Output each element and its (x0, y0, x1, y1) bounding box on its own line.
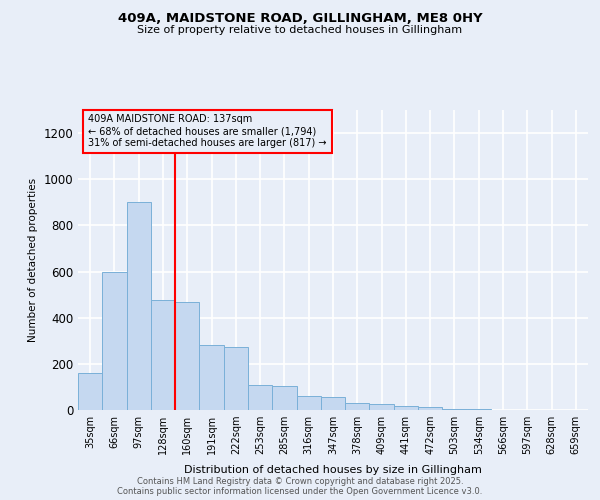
Bar (272, 386, 296, 410)
Bar (321, 398, 345, 410)
Bar (418, 407, 442, 410)
Bar (394, 406, 418, 410)
Bar (78, 373, 102, 410)
Bar (175, 302, 199, 410)
X-axis label: Distribution of detached houses by size in Gillingham: Distribution of detached houses by size … (184, 466, 482, 475)
Bar (296, 396, 321, 410)
Text: Size of property relative to detached houses in Gillingham: Size of property relative to detached ho… (137, 25, 463, 35)
Bar (248, 384, 272, 410)
Bar (370, 404, 394, 410)
Text: Contains HM Land Registry data © Crown copyright and database right 2025.
Contai: Contains HM Land Registry data © Crown c… (118, 476, 482, 496)
Bar (199, 346, 224, 410)
Text: 409A MAIDSTONE ROAD: 137sqm
← 68% of detached houses are smaller (1,794)
31% of : 409A MAIDSTONE ROAD: 137sqm ← 68% of det… (88, 114, 326, 148)
Bar (345, 403, 370, 410)
Bar (442, 408, 467, 410)
Bar (224, 346, 248, 410)
Bar (102, 272, 127, 410)
Text: 409A, MAIDSTONE ROAD, GILLINGHAM, ME8 0HY: 409A, MAIDSTONE ROAD, GILLINGHAM, ME8 0H… (118, 12, 482, 26)
Bar (127, 202, 151, 410)
Bar (151, 300, 175, 410)
Y-axis label: Number of detached properties: Number of detached properties (28, 178, 38, 342)
